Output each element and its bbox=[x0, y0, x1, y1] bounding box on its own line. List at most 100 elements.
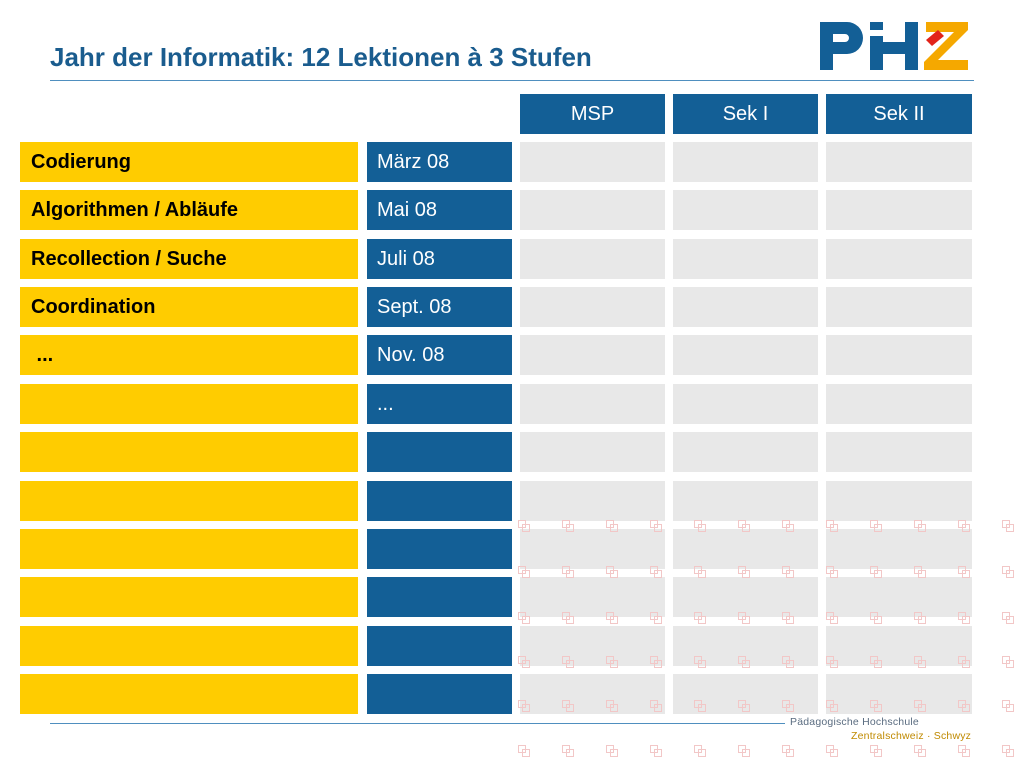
sek2-cell bbox=[826, 674, 972, 714]
topic-cell bbox=[20, 529, 358, 569]
sek2-cell bbox=[826, 481, 972, 521]
date-cell: Juli 08 bbox=[367, 239, 512, 279]
pattern-square-icon bbox=[606, 566, 618, 578]
pattern-square-icon bbox=[1002, 656, 1014, 668]
pattern-square-icon bbox=[694, 566, 706, 578]
pattern-square-icon bbox=[826, 520, 838, 532]
pattern-square-icon bbox=[518, 566, 530, 578]
pattern-square-icon bbox=[606, 700, 618, 712]
page-title: Jahr der Informatik: 12 Lektionen à 3 St… bbox=[50, 42, 592, 72]
topic-cell bbox=[20, 674, 358, 714]
pattern-square-icon bbox=[914, 566, 926, 578]
sek2-cell bbox=[826, 335, 972, 375]
date-cell: ... bbox=[367, 384, 512, 424]
pattern-square-icon bbox=[958, 520, 970, 532]
pattern-square-icon bbox=[870, 612, 882, 624]
pattern-square-icon bbox=[870, 566, 882, 578]
pattern-square-icon bbox=[782, 656, 794, 668]
msp-cell bbox=[520, 384, 665, 424]
date-cell bbox=[367, 626, 512, 666]
pattern-square-icon bbox=[650, 520, 662, 532]
sek2-cell bbox=[826, 577, 972, 617]
topic-cell bbox=[20, 577, 358, 617]
sek2-cell bbox=[826, 626, 972, 666]
phz-logo-icon bbox=[820, 22, 968, 70]
pattern-square-icon bbox=[914, 745, 926, 757]
date-cell bbox=[367, 674, 512, 714]
pattern-square-icon bbox=[606, 520, 618, 532]
pattern-square-icon bbox=[782, 612, 794, 624]
pattern-square-icon bbox=[1002, 745, 1014, 757]
pattern-square-icon bbox=[738, 656, 750, 668]
sek2-cell bbox=[826, 142, 972, 182]
pattern-square-icon bbox=[650, 612, 662, 624]
pattern-square-icon bbox=[958, 700, 970, 712]
pattern-square-icon bbox=[738, 566, 750, 578]
pattern-square-icon bbox=[650, 745, 662, 757]
topic-cell bbox=[20, 481, 358, 521]
msp-cell bbox=[520, 481, 665, 521]
pattern-square-icon bbox=[914, 700, 926, 712]
date-cell: März 08 bbox=[367, 142, 512, 182]
msp-cell bbox=[520, 626, 665, 666]
sek1-cell bbox=[673, 239, 818, 279]
pattern-square-icon bbox=[562, 520, 574, 532]
pattern-square-icon bbox=[1002, 612, 1014, 624]
msp-cell bbox=[520, 190, 665, 230]
pattern-square-icon bbox=[826, 612, 838, 624]
date-cell: Sept. 08 bbox=[367, 287, 512, 327]
pattern-square-icon bbox=[782, 520, 794, 532]
pattern-square-icon bbox=[606, 656, 618, 668]
pattern-square-icon bbox=[562, 745, 574, 757]
column-header-sek2: Sek II bbox=[826, 94, 972, 134]
sek1-cell bbox=[673, 287, 818, 327]
pattern-square-icon bbox=[694, 700, 706, 712]
pattern-square-icon bbox=[914, 612, 926, 624]
topic-cell: Algorithmen / Abläufe bbox=[20, 190, 358, 230]
sek2-cell bbox=[826, 287, 972, 327]
pattern-square-icon bbox=[826, 700, 838, 712]
pattern-square-icon bbox=[870, 520, 882, 532]
pattern-square-icon bbox=[782, 745, 794, 757]
pattern-square-icon bbox=[518, 656, 530, 668]
pattern-square-icon bbox=[518, 520, 530, 532]
sek1-cell bbox=[673, 529, 818, 569]
topic-cell: Coordination bbox=[20, 287, 358, 327]
pattern-square-icon bbox=[1002, 566, 1014, 578]
pattern-square-icon bbox=[606, 612, 618, 624]
date-cell: Mai 08 bbox=[367, 190, 512, 230]
msp-cell bbox=[520, 142, 665, 182]
pattern-square-icon bbox=[870, 745, 882, 757]
date-cell bbox=[367, 432, 512, 472]
sek2-cell bbox=[826, 529, 972, 569]
pattern-square-icon bbox=[1002, 520, 1014, 532]
msp-cell bbox=[520, 239, 665, 279]
msp-cell bbox=[520, 577, 665, 617]
sek2-cell bbox=[826, 239, 972, 279]
date-cell bbox=[367, 577, 512, 617]
sek1-cell bbox=[673, 384, 818, 424]
pattern-square-icon bbox=[782, 700, 794, 712]
topic-cell bbox=[20, 626, 358, 666]
pattern-square-icon bbox=[958, 745, 970, 757]
sek1-cell bbox=[673, 335, 818, 375]
topic-cell bbox=[20, 432, 358, 472]
pattern-square-icon bbox=[1002, 700, 1014, 712]
pattern-square-icon bbox=[826, 566, 838, 578]
footer-location: Zentralschweiz · Schwyz bbox=[851, 730, 972, 742]
pattern-square-icon bbox=[914, 520, 926, 532]
pattern-square-icon bbox=[738, 700, 750, 712]
topic-cell: Recollection / Suche bbox=[20, 239, 358, 279]
pattern-square-icon bbox=[694, 656, 706, 668]
pattern-square-icon bbox=[650, 566, 662, 578]
column-header-msp: MSP bbox=[520, 94, 665, 134]
topic-cell: Codierung bbox=[20, 142, 358, 182]
pattern-square-icon bbox=[562, 566, 574, 578]
msp-cell bbox=[520, 529, 665, 569]
msp-cell bbox=[520, 432, 665, 472]
sek1-cell bbox=[673, 432, 818, 472]
date-cell bbox=[367, 481, 512, 521]
pattern-square-icon bbox=[694, 520, 706, 532]
sek2-cell bbox=[826, 432, 972, 472]
footer-divider bbox=[50, 723, 785, 724]
